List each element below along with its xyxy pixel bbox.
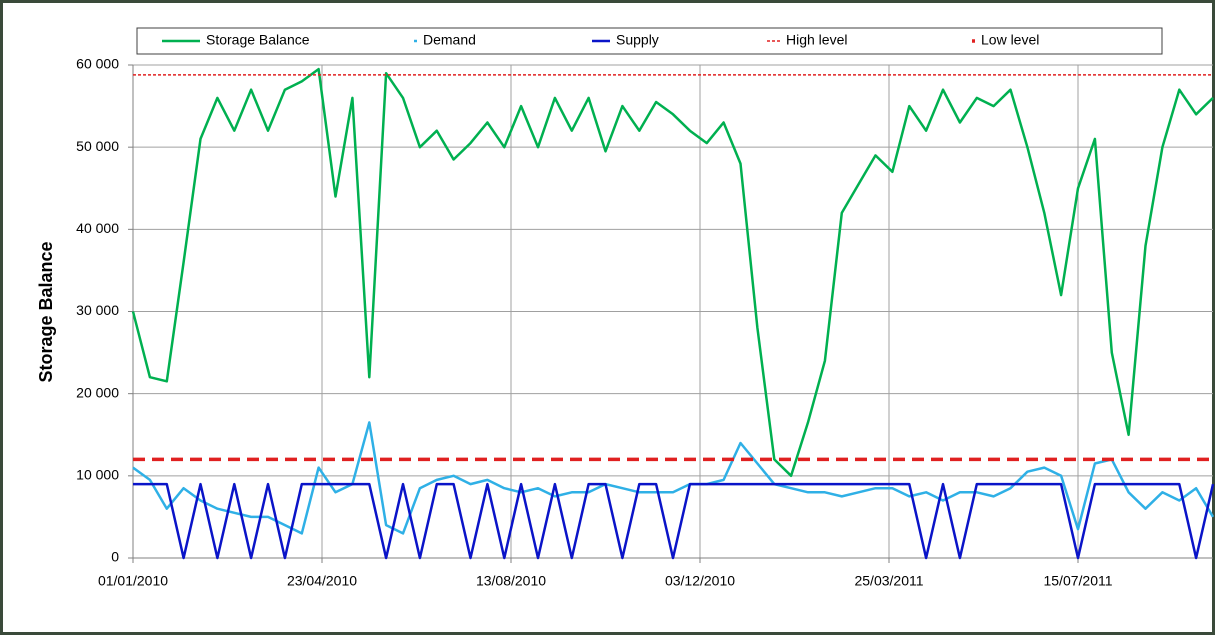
x-tick-label: 13/08/2010: [476, 573, 546, 589]
y-tick-label: 10 000: [76, 467, 119, 483]
legend-label: High level: [786, 32, 847, 48]
legend-label: Storage Balance: [206, 32, 310, 48]
y-axis-label: Storage Balance: [36, 241, 56, 382]
series-line: [133, 482, 1215, 560]
y-tick-label: 60 000: [76, 56, 119, 72]
x-tick-label: 25/03/2011: [854, 573, 923, 589]
legend-label: Low level: [981, 32, 1039, 48]
y-tick-label: 0: [111, 549, 119, 565]
legend-box: [136, 27, 1163, 55]
y-tick-label: 20 000: [76, 384, 119, 400]
y-tick-label: 50 000: [76, 138, 119, 154]
x-tick-label: 15/07/2011: [1043, 573, 1112, 589]
y-tick-label: 30 000: [76, 302, 119, 318]
x-tick-label: 01/01/2010: [98, 573, 168, 589]
series-line: [132, 421, 1215, 535]
legend-label: Supply: [616, 32, 659, 48]
y-tick-label: 40 000: [76, 220, 119, 236]
x-tick-label: 23/04/2010: [287, 573, 357, 589]
legend-label: Demand: [423, 32, 476, 48]
x-tick-label: 03/12/2010: [665, 573, 735, 589]
series-line: [131, 67, 1214, 478]
